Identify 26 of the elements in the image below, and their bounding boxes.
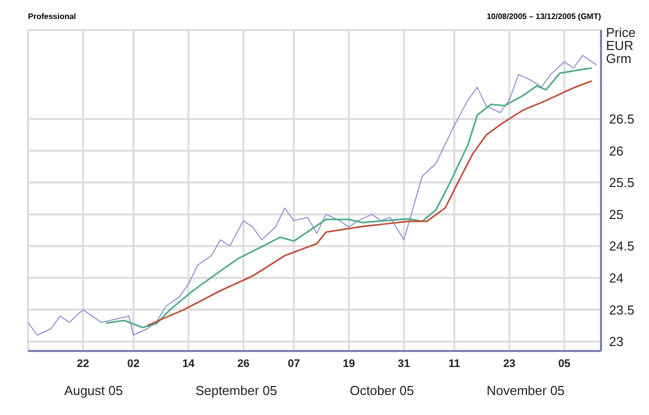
y-tick-label: 26.5 xyxy=(609,112,634,127)
chart-subtitle: 10/08/2005 – 13/12/2005 (GMT) xyxy=(486,12,601,21)
y-tick-label: 26 xyxy=(609,143,624,158)
y-axis-title: Price EUR Grm xyxy=(606,25,636,66)
x-tick-label: 02 xyxy=(127,358,140,370)
x-tick-label: 05 xyxy=(558,358,570,370)
x-tick-label: 23 xyxy=(503,358,516,370)
x-tick-label: 31 xyxy=(398,358,410,370)
x-tick-label: 26 xyxy=(237,358,250,370)
y-tick-label: 24.5 xyxy=(609,238,634,254)
x-tick-label: 22 xyxy=(76,358,90,370)
x-tick-label: 11 xyxy=(448,358,460,370)
text: October 05 xyxy=(350,383,414,398)
x-tick-label: 14 xyxy=(182,358,196,370)
x-tick-label: 19 xyxy=(342,358,356,370)
y-tick-label: 23.5 xyxy=(609,302,634,318)
y-tick-label: 25 xyxy=(609,206,624,222)
y-tick-label: 25.5 xyxy=(609,175,634,190)
chart-title: Professional xyxy=(28,12,76,21)
text: September 05 xyxy=(195,383,278,398)
y-tick-label: 24 xyxy=(609,270,624,286)
line-series xyxy=(28,54,597,336)
text: August 05 xyxy=(64,383,123,398)
x-tick-label: 07 xyxy=(288,358,300,370)
y-tick-label: 23 xyxy=(609,334,624,350)
text: November 05 xyxy=(486,383,565,398)
